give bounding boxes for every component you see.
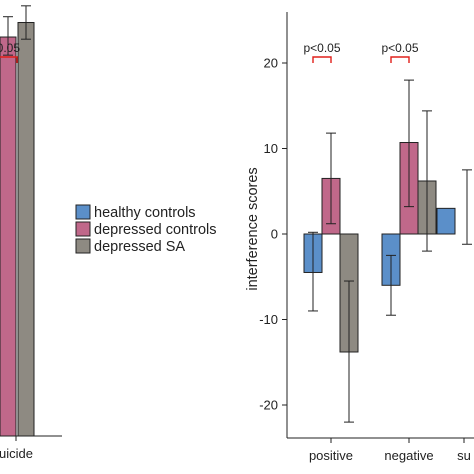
- sig-right-1-bracket: [390, 56, 410, 63]
- y-axis-label: interference scores: [245, 167, 261, 290]
- y-tick-label-4: 20: [264, 56, 278, 71]
- x-tick-label-left: uicide: [0, 446, 33, 461]
- legend-key-1: [75, 221, 91, 237]
- bar-suicide-0: [436, 207, 456, 235]
- y-tick-label-0: -20: [259, 398, 278, 413]
- y-tick-label-1: -10: [259, 312, 278, 327]
- x-tick-label-2: su: [457, 448, 471, 463]
- left-panel: uicide p<0.05: [0, 5, 62, 461]
- right-panel: -20 -10 0 10 20 interference scores positive ne…: [245, 12, 474, 463]
- x-tick-label-1: negative: [384, 448, 433, 463]
- bar-left-2: [17, 22, 35, 437]
- sig-left-label: p<0.05: [0, 41, 20, 55]
- bar-left-1: [0, 36, 17, 437]
- y-tick-label-3: 10: [264, 141, 278, 156]
- legend-key-0: [75, 204, 91, 220]
- y-tick-label-2: 0: [271, 227, 278, 242]
- x-tick-label-0: positive: [309, 448, 353, 463]
- legend-label-2: depressed SA: [94, 239, 185, 255]
- sig-right-0-label: p<0.05: [303, 41, 340, 55]
- legend-label-1: depressed controls: [94, 222, 217, 238]
- sig-right-1-label: p<0.05: [381, 41, 418, 55]
- legend-label-0: healthy controls: [94, 205, 196, 221]
- sig-left-bracket: [0, 56, 18, 63]
- sig-right-0-bracket: [312, 56, 332, 63]
- legend-key-2: [75, 238, 91, 254]
